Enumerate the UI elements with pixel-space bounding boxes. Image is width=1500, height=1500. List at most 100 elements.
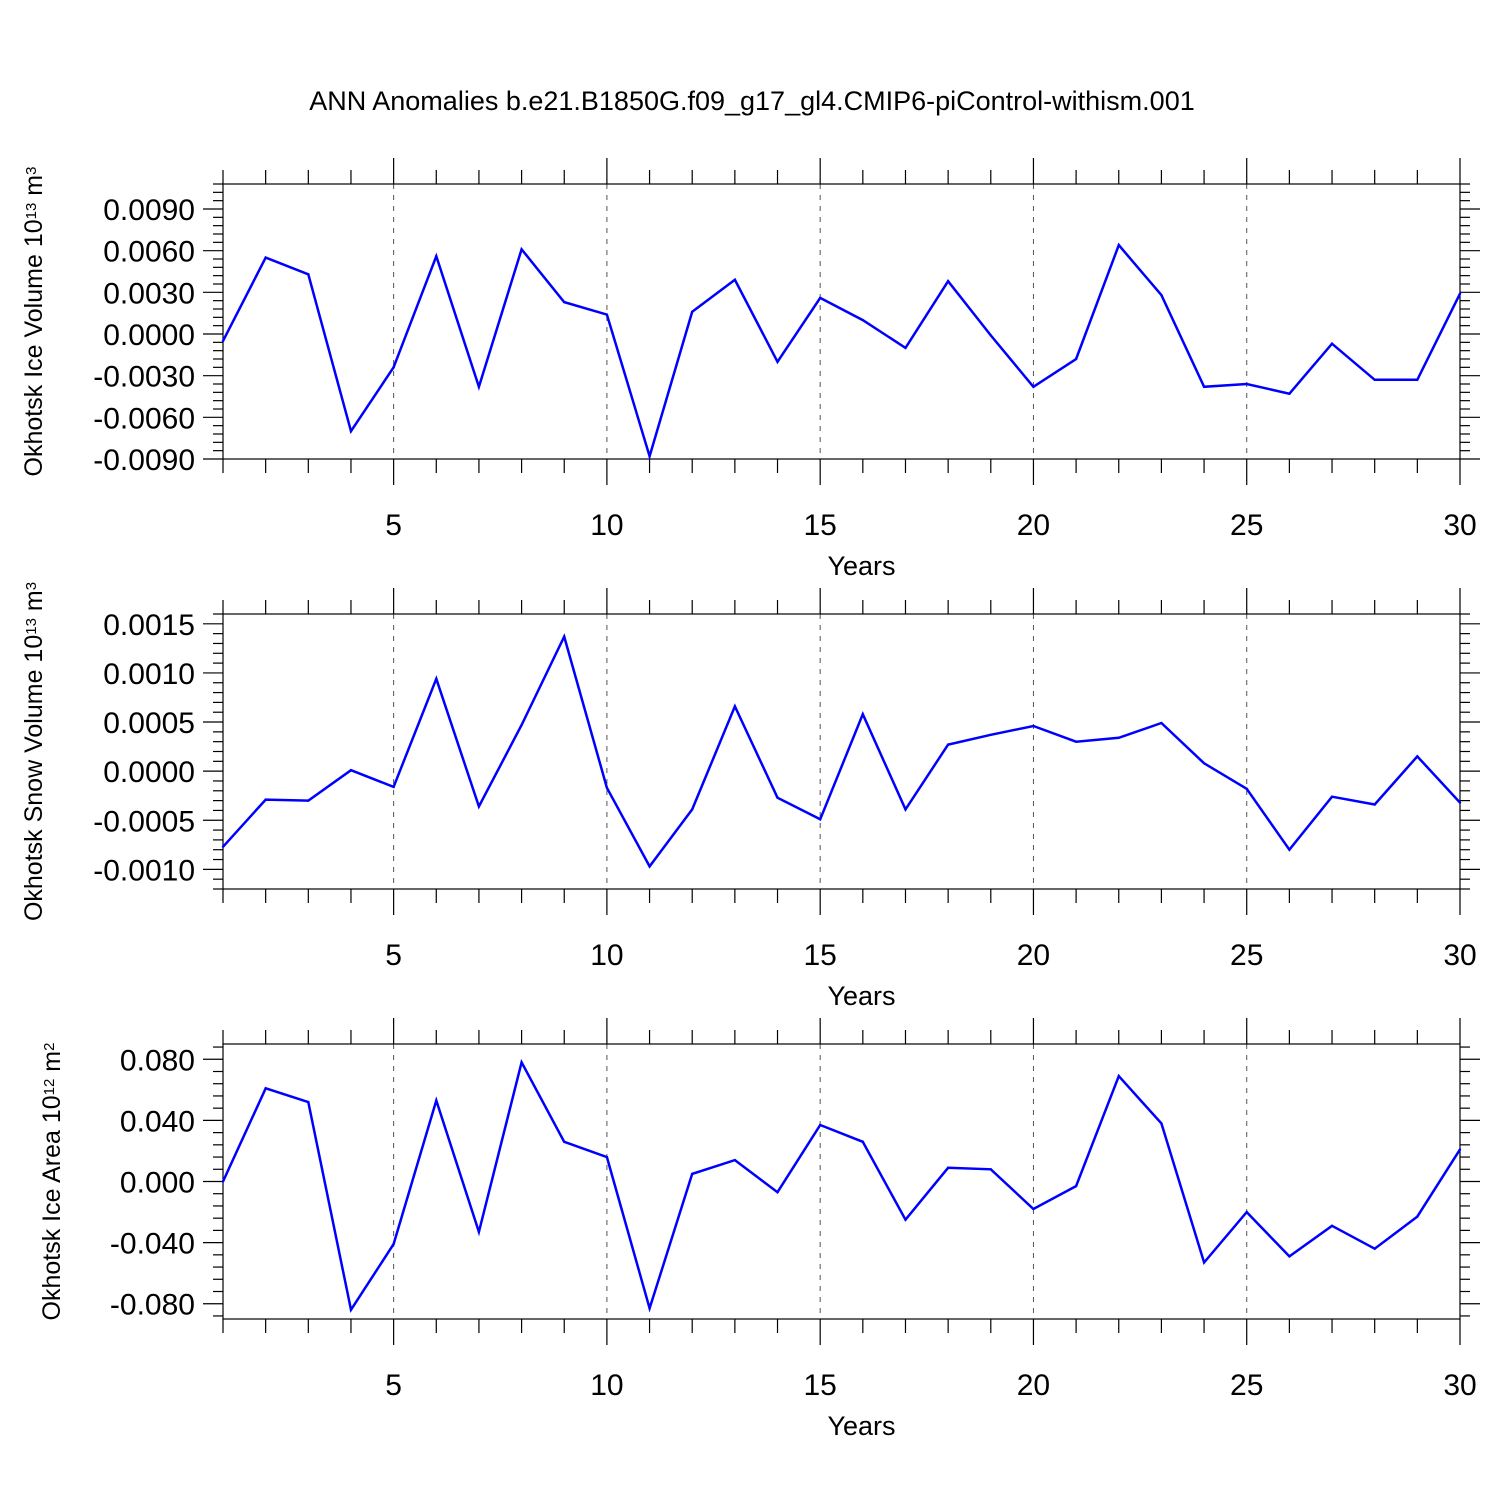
panel-2-data-point-15 xyxy=(818,818,822,821)
panel-1-data-point-30 xyxy=(1458,292,1462,295)
panel-2-data-point-11 xyxy=(648,865,651,868)
panel-1-y-tick-label-2: -0.0060 xyxy=(93,402,195,435)
panel-2-data-point-26 xyxy=(1288,848,1291,851)
panel-2-data-point-24 xyxy=(1202,762,1206,765)
panel-2-data-point-21 xyxy=(1074,740,1078,743)
panel-1-data-point-25 xyxy=(1245,382,1248,386)
panel-2-x-tick-label-1: 5 xyxy=(385,939,402,972)
panel-3-data-point-29 xyxy=(1416,1215,1419,1218)
panel-3-data-point-11 xyxy=(648,1307,651,1310)
panel-2-data-point-29 xyxy=(1416,755,1419,758)
panel-1-data-point-21 xyxy=(1074,357,1078,361)
panel-3-data-point-10 xyxy=(605,1155,609,1159)
panel-1-data-point-6 xyxy=(435,255,438,258)
panel-3-data-point-27 xyxy=(1330,1224,1334,1228)
panel-3-data-point-19 xyxy=(989,1168,992,1171)
panel-1-data-point-16 xyxy=(861,318,865,322)
panel-3-data-point-5 xyxy=(392,1242,395,1246)
panel-2-data-point-6 xyxy=(435,677,438,681)
panel-3-plot-frame xyxy=(222,1043,1461,1320)
panel-3-data-point-20 xyxy=(1032,1207,1035,1211)
panel-2-data-point-3 xyxy=(307,799,310,802)
panel-2-x-tick-label-3: 15 xyxy=(803,939,836,972)
panel-1-data-point-14 xyxy=(776,360,779,363)
panel-1-data-point-18 xyxy=(946,280,950,283)
panel-1-data-point-7 xyxy=(477,385,481,388)
panel-2-data-point-8 xyxy=(520,723,523,727)
panel-1-x-tick-label-1: 5 xyxy=(385,509,402,542)
panel-2-x-tick-label-2: 10 xyxy=(590,939,623,972)
panel-3-data-point-7 xyxy=(477,1230,481,1234)
panel-1-data-point-11 xyxy=(648,455,651,458)
panel-3-x-tick-label-5: 25 xyxy=(1230,1369,1263,1402)
panel-1-x-tick-label-4: 20 xyxy=(1017,509,1050,542)
panel-1-data-point-4 xyxy=(349,430,353,433)
panel-3-x-tick-label-2: 10 xyxy=(590,1369,623,1402)
panel-2-data-point-5 xyxy=(392,785,395,789)
panel-1-data-point-29 xyxy=(1416,378,1419,382)
panel-1-data-point-27 xyxy=(1330,342,1334,345)
panel-2-data-point-19 xyxy=(989,733,992,737)
panel-3-data-point-12 xyxy=(691,1172,694,1176)
panel-2-y-tick-label-6: 0.0015 xyxy=(103,609,195,642)
panel-1-data-point-1 xyxy=(221,339,225,343)
panel-2-data-point-17 xyxy=(904,808,907,811)
panel-2-data-point-10 xyxy=(605,786,609,790)
panel-1-x-tick-label-5: 25 xyxy=(1230,509,1263,542)
panel-2-data-point-27 xyxy=(1330,795,1334,798)
panel-2-data-point-20 xyxy=(1032,724,1035,728)
panel-3-data-point-24 xyxy=(1202,1261,1206,1264)
panel-1-data-point-17 xyxy=(904,346,907,350)
panel-2-y-tick-label-2: -0.0005 xyxy=(93,805,195,838)
panel-1-data-point-5 xyxy=(392,366,395,369)
panel-3-y-tick-label-4: 0.040 xyxy=(120,1105,195,1138)
panel-3-data-point-21 xyxy=(1074,1184,1078,1188)
panel-3-data-point-30 xyxy=(1458,1148,1462,1151)
panel-2-data-point-4 xyxy=(349,768,353,772)
chart-title: ANN Anomalies b.e21.B1850G.f09_g17_gl4.C… xyxy=(309,86,1194,116)
panel-3-y-axis-label: Okhotsk Ice Area 1012 m2 xyxy=(38,1043,66,1321)
panel-3-x-axis-label: Years xyxy=(827,1411,895,1441)
panel-2-y-tick-label-4: 0.0005 xyxy=(103,707,195,740)
panel-3-data-point-3 xyxy=(307,1100,310,1104)
panel-1-data-point-23 xyxy=(1160,293,1163,297)
panel-2-data-point-13 xyxy=(733,705,737,708)
panel-2-data-point-25 xyxy=(1245,787,1248,791)
panel-1-data-point-26 xyxy=(1288,392,1291,395)
panel-1-data-point-8 xyxy=(520,248,523,251)
panel-1-data-point-20 xyxy=(1032,385,1035,388)
panel-2-data-point-9 xyxy=(563,635,566,638)
panel-2-series-line xyxy=(222,633,1461,869)
panel-3-data-point-25 xyxy=(1245,1210,1248,1214)
panel-1-data-point-22 xyxy=(1117,243,1120,247)
panel-2-data-point-18 xyxy=(946,743,950,746)
panel-2-data-point-12 xyxy=(691,808,694,811)
panel-2-y-axis-label: Okhotsk Snow Volume 1013 m3 xyxy=(20,582,48,921)
panel-1-y-tick-label-4: 0.0000 xyxy=(103,319,195,352)
panel-3-data-point-6 xyxy=(435,1099,438,1102)
panel-2-x-tick-label-5: 25 xyxy=(1230,939,1263,972)
panel-1-data-point-10 xyxy=(605,313,609,316)
panel-2-y-tick-label-5: 0.0010 xyxy=(103,658,195,691)
panel-1-data-point-12 xyxy=(691,310,694,313)
panel-3-data-point-18 xyxy=(946,1166,950,1169)
panel-2-data-point-30 xyxy=(1458,801,1462,804)
panel-3-data-point-16 xyxy=(861,1140,865,1143)
panel-2-data-point-7 xyxy=(477,805,481,808)
panel-1-data-point-2 xyxy=(264,256,267,259)
panel-2-data-point-16 xyxy=(861,712,865,716)
panel-3-data-point-1 xyxy=(221,1180,225,1183)
panel-3-x-tick-label-4: 20 xyxy=(1017,1369,1050,1402)
panel-1-y-axis-label: Okhotsk Ice Volume 1013 m3 xyxy=(20,167,48,477)
panel-3-x-tick-label-1: 5 xyxy=(385,1369,402,1402)
panel-1-data-point-3 xyxy=(307,273,310,276)
panel-3-data-point-28 xyxy=(1373,1247,1376,1250)
panel-1-data-point-24 xyxy=(1202,385,1206,388)
panel-3-y-tick-label-1: -0.080 xyxy=(110,1289,195,1322)
panel-2-data-point-23 xyxy=(1160,721,1163,725)
panel-3-x-tick-label-6: 30 xyxy=(1443,1369,1476,1402)
panel-1-x-axis-label: Years xyxy=(827,551,895,581)
panel-1-x-tick-label-6: 30 xyxy=(1443,509,1476,542)
panel-2-data-point-28 xyxy=(1373,803,1376,806)
